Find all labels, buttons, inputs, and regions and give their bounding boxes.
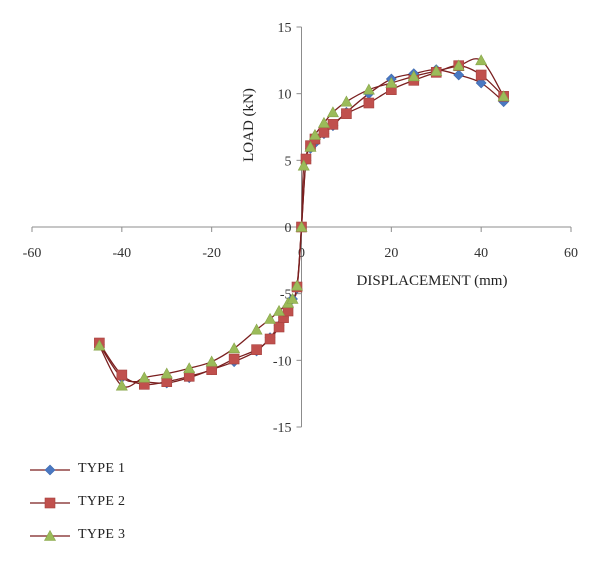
x-axis-label: DISPLACEMENT (mm) [357, 273, 508, 289]
legend-swatch-type-3 [30, 529, 70, 541]
chart-canvas: -60 -40 -20 0 20 40 60 15 10 5 0 -5 -10 -15 DISPLACEM… [23, 21, 578, 436]
legend-item-type-3: TYPE 3 [30, 524, 210, 557]
y-tick-label: -10 [273, 354, 292, 369]
data-point-type-3 [317, 116, 330, 128]
data-point-type-3 [286, 292, 299, 304]
data-point-type-3 [228, 342, 241, 354]
y-tick-label: -15 [273, 421, 292, 436]
data-point-type-3 [138, 371, 151, 383]
data-point-type-3 [475, 54, 488, 66]
data-point-type-3 [291, 279, 304, 291]
legend-swatch-type-1 [30, 464, 70, 476]
legend-label-type-3: TYPE 3 [78, 527, 126, 542]
data-point-type-2 [251, 344, 262, 355]
data-point-type-3 [297, 159, 310, 171]
y-tick-label: -5 [280, 288, 292, 303]
legend: TYPE 1 TYPE 2 TYPE 3 [30, 458, 210, 557]
data-point-type-3 [295, 220, 308, 232]
data-point-type-3 [250, 323, 263, 335]
legend-label-type-2: TYPE 2 [78, 494, 126, 509]
x-tick-label: 40 [474, 246, 488, 261]
legend-swatch-type-2 [30, 497, 70, 509]
y-tick-label: 5 [285, 154, 292, 169]
y-tick-label: 10 [278, 88, 292, 103]
data-point-type-1 [475, 77, 487, 89]
data-point-type-2 [318, 127, 330, 138]
y-axis-label: LOAD (kN) [241, 88, 257, 162]
data-point-type-2 [475, 69, 487, 81]
data-point-type-3 [115, 379, 128, 391]
data-point-type-2 [228, 353, 240, 365]
data-point-type-2 [116, 369, 128, 381]
data-point-type-3 [430, 64, 443, 76]
x-tick-label: -40 [112, 246, 131, 261]
legend-label-type-1: TYPE 1 [78, 461, 126, 476]
data-point-type-3 [308, 128, 321, 140]
x-tick-label: 60 [564, 246, 578, 261]
data-point-type-2 [264, 333, 276, 345]
x-tick-label: 0 [298, 246, 305, 261]
data-point-type-3 [183, 362, 196, 374]
data-point-type-3 [273, 304, 286, 316]
y-tick-label: 15 [278, 21, 292, 36]
y-tick-label: 0 [285, 221, 292, 236]
data-point-type-3 [385, 76, 398, 88]
data-point-type-1 [453, 69, 465, 81]
data-point-type-3 [205, 355, 218, 367]
legend-item-type-1: TYPE 1 [30, 458, 210, 491]
data-point-type-3 [304, 140, 317, 152]
data-point-type-3 [340, 95, 353, 107]
data-point-type-3 [93, 339, 106, 351]
data-point-type-3 [160, 367, 173, 379]
data-point-type-3 [264, 312, 277, 324]
x-tick-label: -20 [202, 246, 221, 261]
legend-item-type-2: TYPE 2 [30, 491, 210, 524]
axes: -60 -40 -20 0 20 40 60 15 10 5 0 -5 -10 -15 [23, 21, 578, 436]
data-point-type-3 [326, 106, 339, 118]
x-tick-label: 20 [384, 246, 398, 261]
data-point-type-2 [327, 119, 339, 130]
data-point-type-2 [341, 108, 352, 119]
data-point-type-3 [452, 59, 465, 71]
data-point-type-3 [362, 83, 375, 95]
data-point-type-2 [363, 97, 375, 109]
data-point-type-3 [497, 90, 510, 102]
series-markers [93, 54, 510, 391]
data-point-type-3 [407, 70, 420, 82]
x-tick-label: -60 [23, 246, 42, 261]
